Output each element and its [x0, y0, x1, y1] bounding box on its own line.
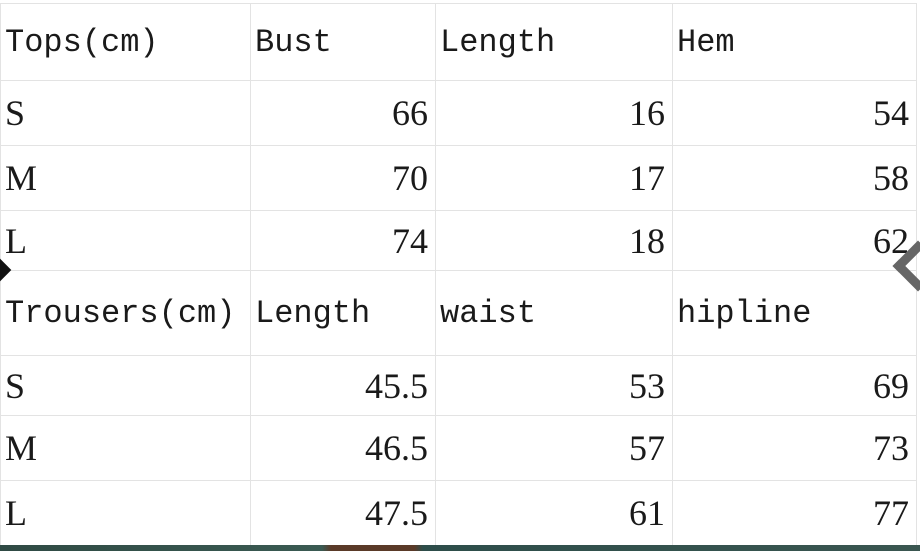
- size-chart-table: Tops(cm) Bust Length Hem S 66 16 54 M 70…: [0, 3, 917, 546]
- value-cell: 54: [672, 80, 917, 146]
- value-cell: 77: [672, 480, 917, 546]
- table-row: M 70 17 58: [0, 145, 917, 211]
- header-cell: Hem: [672, 3, 917, 81]
- value-cell: 16: [435, 80, 673, 146]
- value-cell: 69: [672, 355, 917, 416]
- trousers-header-row: Trousers(cm) Length waist hipline: [0, 270, 917, 356]
- value-cell: 58: [672, 145, 917, 211]
- size-cell: L: [0, 210, 251, 271]
- value-cell: 45.5: [250, 355, 436, 416]
- size-cell: S: [0, 355, 251, 416]
- table-row: S 66 16 54: [0, 80, 917, 146]
- value-cell: 70: [250, 145, 436, 211]
- table-row: L 47.5 61 77: [0, 480, 917, 546]
- value-cell: 47.5: [250, 480, 436, 546]
- value-cell: 46.5: [250, 415, 436, 481]
- value-cell: 53: [435, 355, 673, 416]
- tops-header-row: Tops(cm) Bust Length Hem: [0, 3, 917, 81]
- header-cell: Bust: [250, 3, 436, 81]
- size-cell: S: [0, 80, 251, 146]
- header-cell: hipline: [672, 270, 917, 356]
- header-cell: waist: [435, 270, 673, 356]
- table-row: L 74 18 62: [0, 210, 917, 271]
- size-cell: L: [0, 480, 251, 546]
- value-cell: 66: [250, 80, 436, 146]
- header-cell: Tops(cm): [0, 3, 251, 81]
- value-cell: 74: [250, 210, 436, 271]
- value-cell: 18: [435, 210, 673, 271]
- background-image-strip: [0, 545, 920, 551]
- value-cell: 73: [672, 415, 917, 481]
- header-cell: Length: [435, 3, 673, 81]
- size-cell: M: [0, 415, 251, 481]
- value-cell: 62: [672, 210, 917, 271]
- value-cell: 61: [435, 480, 673, 546]
- table-row: S 45.5 53 69: [0, 355, 917, 416]
- header-cell: Length: [250, 270, 436, 356]
- size-cell: M: [0, 145, 251, 211]
- value-cell: 57: [435, 415, 673, 481]
- header-cell: Trousers(cm): [0, 270, 251, 356]
- value-cell: 17: [435, 145, 673, 211]
- table-row: M 46.5 57 73: [0, 415, 917, 481]
